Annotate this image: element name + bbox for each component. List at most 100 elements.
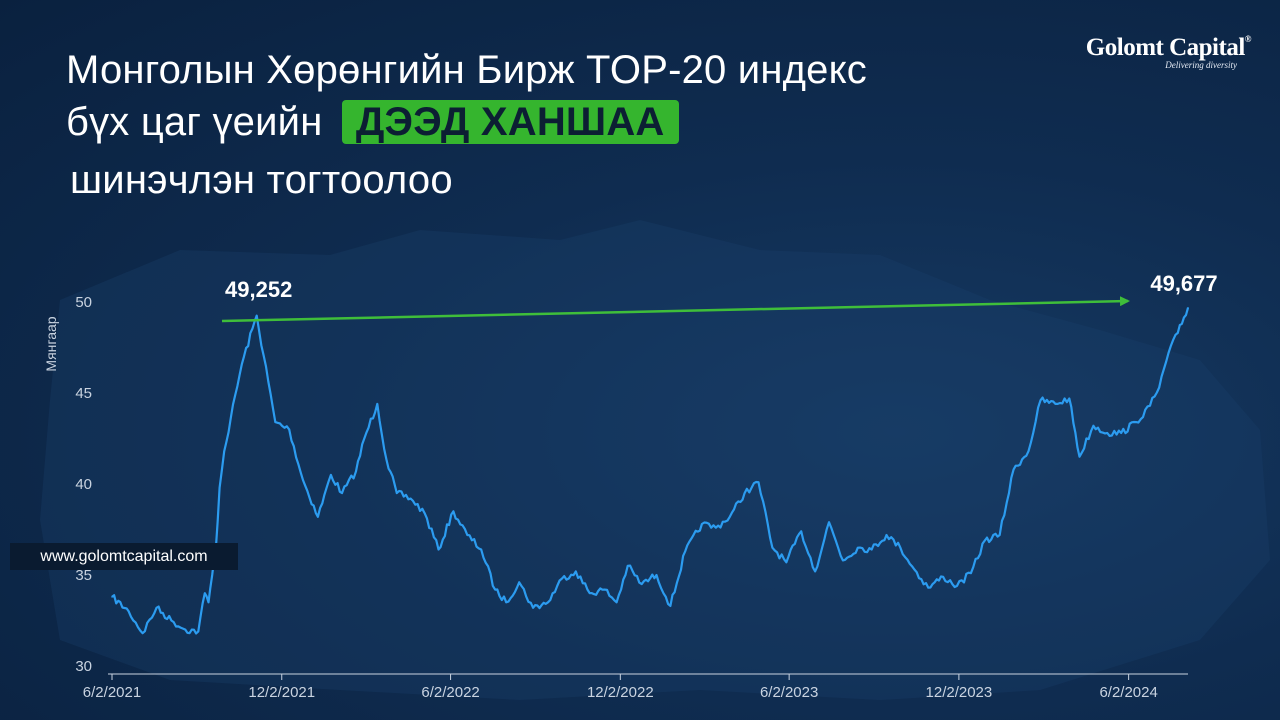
data-point xyxy=(1120,432,1123,434)
company-logo: Golomt Capital® Delivering diversity xyxy=(1076,34,1252,70)
data-point xyxy=(395,492,398,494)
data-point xyxy=(330,474,332,476)
data-point xyxy=(363,437,366,440)
y-tick-label: 45 xyxy=(75,385,92,402)
data-point xyxy=(223,450,226,453)
data-point xyxy=(1078,455,1081,458)
registered-mark: ® xyxy=(1244,34,1252,44)
data-point xyxy=(1092,424,1095,427)
data-point xyxy=(984,539,986,542)
headline-line2-prefix: бүх цаг үеийн xyxy=(66,100,323,144)
data-point xyxy=(856,546,859,549)
data-point xyxy=(466,534,469,536)
data-point xyxy=(518,581,521,584)
data-point xyxy=(170,619,173,622)
data-point xyxy=(155,606,158,609)
data-point xyxy=(574,570,577,573)
peak-label-2021: 49,252 xyxy=(225,277,292,302)
y-tick-label: 50 xyxy=(75,294,92,311)
y-axis-label: Мянгаар xyxy=(43,316,59,371)
data-point xyxy=(1012,468,1015,471)
data-point xyxy=(757,481,760,483)
y-tick-label: 35 xyxy=(75,567,92,584)
website-url: www.golomtcapital.com xyxy=(10,543,238,570)
data-point xyxy=(626,565,629,567)
headline: Монголын Хөрөнгийн Бирж TOP-20 индекс бү… xyxy=(66,44,867,206)
data-point xyxy=(423,512,426,514)
data-point xyxy=(588,592,591,594)
data-point xyxy=(229,417,232,420)
headline-line3: шинэчлэн тогтоолоо xyxy=(70,158,453,202)
data-point xyxy=(218,486,221,489)
x-tick-label: 6/2/2021 xyxy=(83,684,141,701)
y-tick-label: 30 xyxy=(75,658,92,675)
data-point xyxy=(1135,421,1137,423)
data-point xyxy=(203,592,206,594)
x-tick-label: 6/2/2022 xyxy=(421,684,479,701)
data-point xyxy=(255,314,258,317)
series-group xyxy=(111,307,1190,635)
data-point xyxy=(771,546,774,549)
data-point xyxy=(452,510,455,513)
data-point xyxy=(127,610,130,613)
data-point xyxy=(715,526,717,529)
annotations: 49,252 49,677 xyxy=(221,271,1218,323)
data-point xyxy=(437,548,440,551)
data-point xyxy=(317,515,319,518)
data-point xyxy=(302,479,304,482)
data-point xyxy=(998,534,1001,536)
data-point xyxy=(684,550,687,553)
highlight-badge: ДЭЭД ХАНШАА xyxy=(341,100,679,144)
data-point xyxy=(800,530,802,533)
data-point xyxy=(141,632,144,635)
data-point xyxy=(956,585,958,587)
data-point xyxy=(828,521,830,524)
data-point xyxy=(1039,399,1042,402)
logo-tagline: Delivering diversity xyxy=(1165,60,1237,70)
data-point xyxy=(355,470,357,473)
x-tick-label: 6/2/2024 xyxy=(1099,684,1157,701)
headline-line2: бүх цаг үеийн ДЭЭД ХАНШАА xyxy=(66,96,867,148)
index-series-line xyxy=(111,307,1190,635)
logo-name: Golomt Capital® xyxy=(1085,34,1252,61)
x-tick-label: 12/2/2021 xyxy=(248,684,315,701)
data-point xyxy=(899,546,902,549)
data-point xyxy=(385,459,388,462)
data-point xyxy=(480,548,482,551)
data-point xyxy=(211,574,213,576)
data-point xyxy=(669,605,672,607)
data-point xyxy=(842,559,844,562)
data-point xyxy=(197,630,200,633)
data-point xyxy=(942,576,944,578)
data-point xyxy=(376,403,379,405)
data-point xyxy=(870,548,873,551)
axes: 30 35 40 45 50 Мянгаар 6/2/2021 12/2/2021 6/2/20… xyxy=(43,294,1188,701)
trend-arrow xyxy=(221,296,1130,323)
data-point xyxy=(207,601,210,604)
data-point xyxy=(494,588,496,591)
data-point xyxy=(1027,450,1030,453)
data-point xyxy=(1167,352,1170,354)
data-point xyxy=(728,515,731,518)
x-tick-label: 6/2/2023 xyxy=(760,684,818,701)
data-point xyxy=(505,601,508,604)
data-point xyxy=(1054,403,1057,405)
data-point xyxy=(561,577,563,580)
peak-label-2024: 49,677 xyxy=(1150,271,1217,296)
data-point xyxy=(1187,307,1189,309)
data-point xyxy=(409,497,412,500)
data-point xyxy=(970,572,972,574)
data-point xyxy=(743,492,746,494)
data-point xyxy=(785,561,788,564)
y-tick-label: 40 xyxy=(75,476,92,493)
data-point xyxy=(111,596,113,598)
data-point xyxy=(241,363,243,365)
data-point xyxy=(640,583,643,585)
data-point xyxy=(1158,386,1161,389)
data-point xyxy=(885,534,888,536)
data-point xyxy=(615,601,618,604)
x-tick-label: 12/2/2023 xyxy=(926,684,993,701)
data-point xyxy=(913,568,916,571)
data-point xyxy=(532,606,534,609)
